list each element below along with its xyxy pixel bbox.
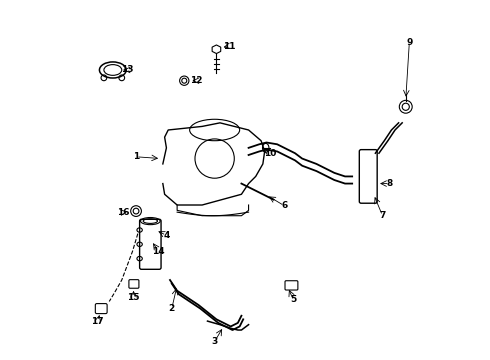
Text: 15: 15 (127, 293, 140, 302)
Text: 2: 2 (169, 304, 175, 313)
Text: 1: 1 (133, 152, 139, 161)
Text: 7: 7 (379, 211, 386, 220)
Text: 8: 8 (387, 179, 393, 188)
Text: 3: 3 (212, 337, 218, 346)
Text: 16: 16 (117, 208, 130, 217)
Text: 11: 11 (222, 41, 235, 50)
Text: 17: 17 (92, 316, 104, 325)
Text: 14: 14 (152, 247, 165, 256)
Text: 9: 9 (406, 38, 413, 47)
Text: 10: 10 (264, 149, 276, 158)
Text: 4: 4 (163, 231, 170, 240)
Text: 6: 6 (281, 201, 288, 210)
Text: 12: 12 (191, 76, 203, 85)
Text: 13: 13 (121, 66, 133, 75)
Text: 5: 5 (290, 295, 296, 304)
